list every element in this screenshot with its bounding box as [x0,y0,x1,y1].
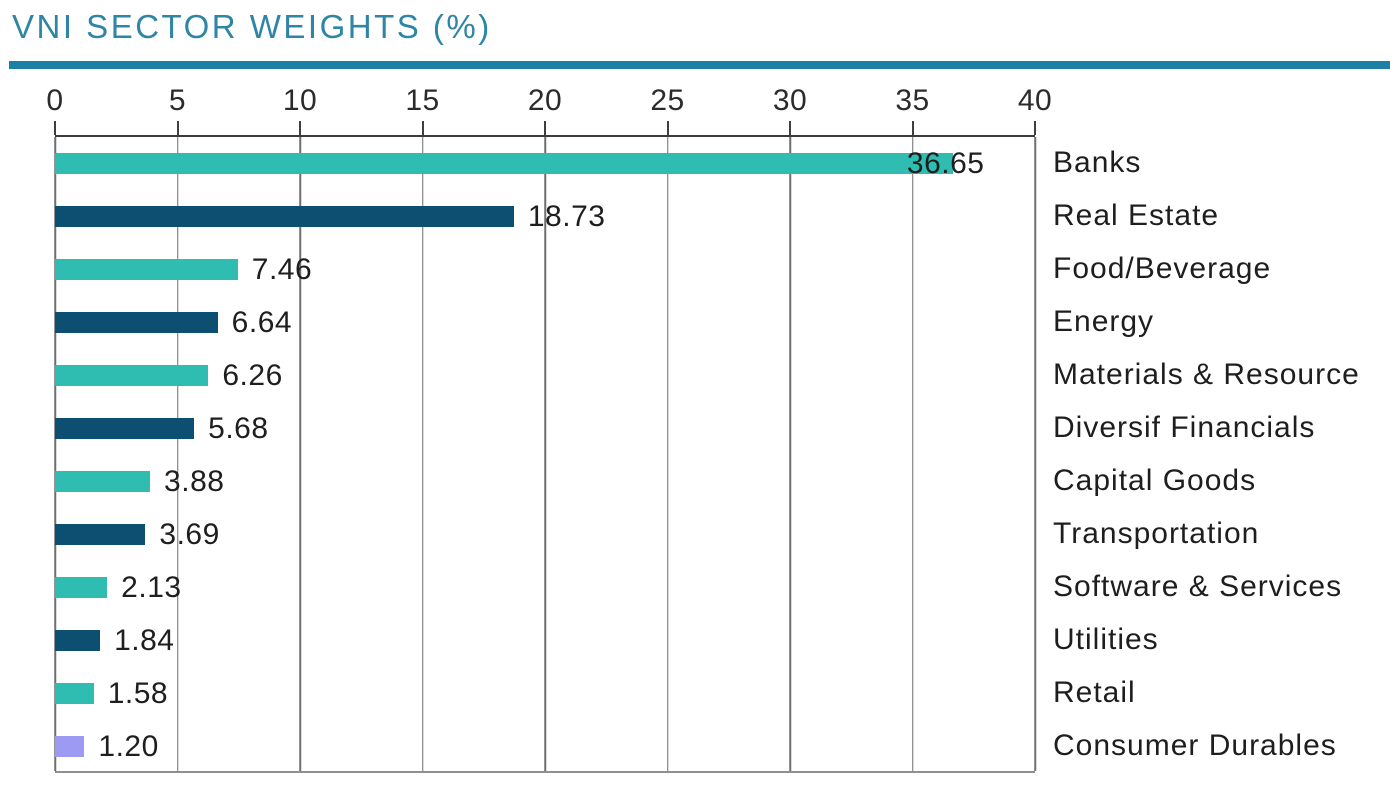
gridline [299,137,301,771]
category-label: Transportation [1053,517,1260,550]
category-label: Food/Beverage [1053,252,1272,285]
bar [55,736,85,757]
gridline [1034,137,1036,771]
gridline [911,137,914,771]
x-axis-tick-label: 30 [772,84,808,117]
x-axis-tick-mark [666,121,669,135]
x-axis-tick-label: 20 [527,84,563,117]
bar-row: 6.26 [55,349,1035,402]
plot-area: 36.65 18.73 7.46 6.64 6.26 5.68 3.88 3.69 2.13 1.… [54,135,1036,773]
gridline [544,137,546,771]
bar-value-label: 6.64 [231,305,293,339]
bar [55,683,94,704]
x-axis-tick-mark [544,121,546,135]
x-axis-tick-label: 25 [650,84,685,117]
bar [55,524,146,545]
bar-value-label: 5.68 [208,411,269,445]
category-label: Capital Goods [1053,464,1257,497]
x-axis-tick-label: 35 [895,84,930,117]
title-underline-rule [9,61,1390,69]
x-axis-tick-label: 40 [1017,84,1053,117]
category-label: Software & Services [1053,570,1343,603]
bar-row: 18.73 [55,190,1035,243]
bar [55,365,209,386]
bar [55,153,953,174]
bar-row: 36.65 [55,137,1035,190]
bar-value-label: 1.58 [107,676,169,710]
bar [55,259,238,280]
x-axis: 0 5 10 15 20 25 30 35 40 [46,84,1052,135]
bar-value-label: 1.20 [98,729,159,763]
bar-row: 5.68 [55,402,1035,455]
x-axis-tick-label: 15 [405,84,440,117]
gridline [54,137,56,771]
bar-value-label: 1.84 [114,623,175,657]
x-axis-tick-mark [1034,121,1036,135]
chart-title: VNI SECTOR WEIGHTS (%) [12,8,492,45]
category-label: Consumer Durables [1053,729,1337,762]
bar-value-label: 3.88 [164,464,225,498]
gridline [789,137,791,771]
x-axis-tick-label: 5 [168,84,187,117]
bar [55,471,151,492]
category-label: Real Estate [1053,199,1220,232]
gridline [421,137,424,771]
bar-row: 1.84 [55,614,1035,667]
category-labels-column: Banks Real Estate Food/Beverage Energy Mater… [1053,136,1390,772]
category-label: Banks [1053,146,1142,179]
bar [55,630,101,651]
bar-row: 3.88 [55,455,1035,508]
bar [55,312,218,333]
bar-value-label: 2.13 [121,570,182,604]
x-axis-tick-mark [789,121,791,135]
x-axis-tick-mark [299,121,301,135]
bar [55,206,514,227]
x-axis-tick-mark [54,121,56,135]
bar-value-label: 7.46 [251,252,313,286]
bar-value-label: 3.69 [159,517,220,551]
bar [55,577,108,598]
bar-value-label: 36.65 [906,146,985,180]
x-axis-tick-mark [911,121,914,135]
bar-row: 7.46 [55,243,1035,296]
x-axis-tick-mark [421,121,424,135]
category-label: Retail [1053,676,1136,709]
category-label: Diversif Financials [1053,411,1316,444]
x-axis-tick-label: 10 [282,84,318,117]
bar-value-label: 18.73 [527,199,606,233]
category-label: Materials & Resource [1053,358,1360,391]
bar-row: 1.58 [55,667,1035,720]
category-label: Energy [1053,305,1155,338]
category-label: Utilities [1053,623,1159,656]
bar-row: 6.64 [55,296,1035,349]
bar-row: 3.69 [55,508,1035,561]
bar-row: 2.13 [55,561,1035,614]
bar-row: 1.20 [55,720,1035,773]
bar-value-label: 6.26 [222,358,283,392]
x-axis-tick-mark [176,121,179,135]
gridline [666,137,669,771]
bar [55,418,195,439]
gridline [176,137,179,771]
bar-rows-group: 36.65 18.73 7.46 6.64 6.26 5.68 3.88 3.69 2.13 1.… [55,137,1035,771]
x-axis-tick-label: 0 [46,84,64,117]
